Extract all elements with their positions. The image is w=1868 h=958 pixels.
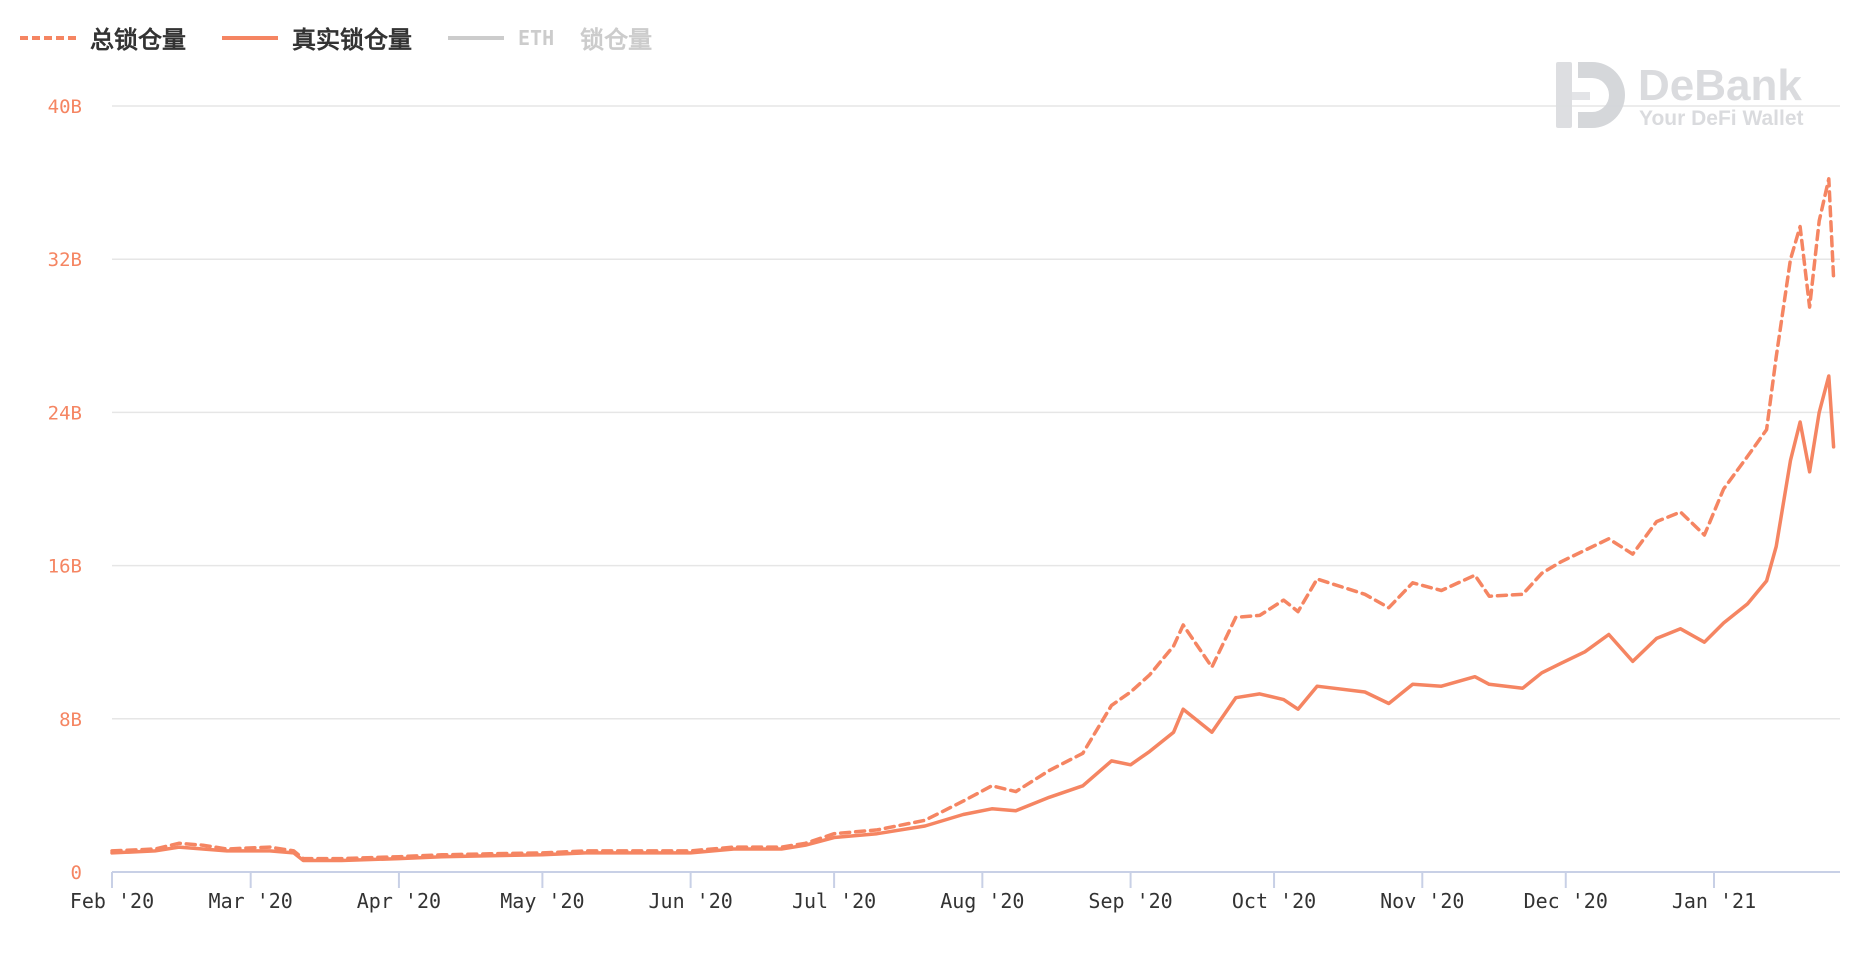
legend: 总锁仓量 真实锁仓量 ETH 锁仓量 [20,20,652,55]
gridlines [112,105,1840,720]
dashed-line-icon [20,35,76,40]
debank-watermark: DeBank Your DeFi Wallet [1556,61,1804,130]
y-tick-label: 16B [48,556,82,578]
y-tick-label: 40B [48,96,82,118]
x-tick-label: Jan '21 [1672,889,1756,913]
series-line-total [110,177,1836,861]
legend-label-real: 真实锁仓量 [292,26,412,54]
debank-logo-icon [1556,62,1625,128]
legend-label-total: 总锁仓量 [90,26,186,54]
disabled-line-icon [448,35,504,40]
x-tick-label: Nov '20 [1380,889,1464,913]
x-axis: Feb '20 Mar '20 Apr '20 May '20 Jun '20 Jul '… [70,871,1840,913]
legend-label-eth-prefix: ETH [518,25,555,50]
y-tick-label: 8B [59,709,82,731]
x-tick-label: Sep '20 [1088,889,1172,913]
x-tick-label: Feb '20 [70,889,154,913]
x-tick-label: Jul '20 [792,889,876,913]
x-tick-label: Aug '20 [940,889,1024,913]
x-tick-label: May '20 [500,889,584,913]
x-tick-label: Mar '20 [209,889,293,913]
legend-item-real[interactable]: 真实锁仓量 [222,20,412,55]
series-layer [110,177,1836,863]
y-tick-label: 32B [48,249,82,271]
solid-line-icon [222,35,278,40]
watermark-title: DeBank [1638,61,1802,110]
x-tick-label: Oct '20 [1232,889,1316,913]
y-tick-label: 0 [71,862,82,884]
watermark-subtitle: Your DeFi Wallet [1639,107,1804,130]
x-tick-label: Jun '20 [648,889,732,913]
legend-item-total[interactable]: 总锁仓量 [20,20,186,55]
y-axis-ticks: 0 8B 16B 24B 32B 40B [48,96,82,884]
legend-item-eth[interactable]: ETH 锁仓量 [448,20,652,55]
legend-label-eth-suffix: 锁仓量 [580,26,653,54]
x-tick-label: Apr '20 [357,889,441,913]
x-tick-label: Dec '20 [1524,889,1608,913]
y-tick-label: 24B [48,402,82,424]
series-line-real [110,374,1836,863]
